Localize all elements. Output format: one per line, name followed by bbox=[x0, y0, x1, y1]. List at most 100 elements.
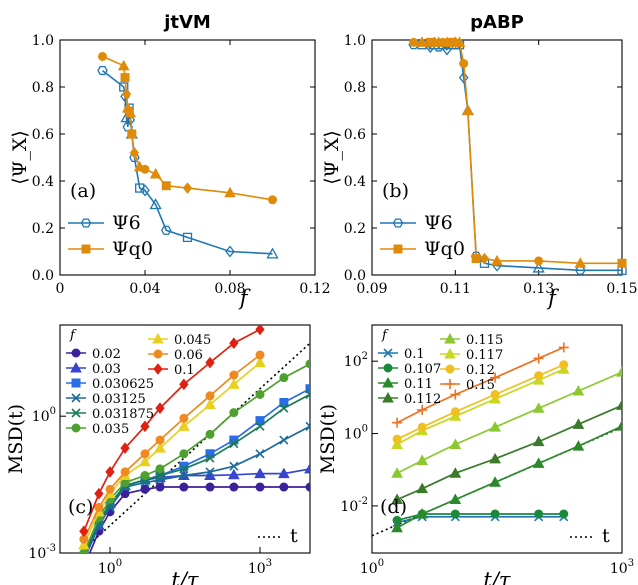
series-f-0.06 bbox=[79, 350, 265, 544]
panel-title: jtVM bbox=[163, 12, 211, 33]
legend-label: 0.11 bbox=[404, 377, 433, 392]
data-point bbox=[391, 438, 403, 449]
data-point bbox=[391, 467, 403, 478]
data-point bbox=[140, 164, 150, 174]
data-point bbox=[179, 482, 189, 492]
data-point bbox=[155, 435, 165, 445]
series-f-0.115 bbox=[391, 366, 622, 478]
data-point bbox=[161, 181, 171, 191]
square-marker-icon bbox=[81, 244, 91, 254]
y-tick-label: 100 bbox=[344, 424, 368, 443]
panel-label: (a) bbox=[70, 180, 96, 202]
data-point bbox=[572, 384, 585, 396]
legend-marker bbox=[152, 332, 164, 344]
legend-marker bbox=[382, 391, 394, 403]
data-point bbox=[78, 538, 90, 550]
data-point bbox=[305, 482, 310, 492]
series-line bbox=[86, 468, 310, 553]
data-point bbox=[459, 59, 469, 68]
series-f-0.112 bbox=[391, 399, 622, 505]
x-tick-label: 103 bbox=[610, 558, 634, 577]
data-point bbox=[304, 462, 310, 474]
data-point bbox=[179, 461, 189, 471]
data-point bbox=[558, 342, 569, 353]
legend-label: 0.03125 bbox=[92, 392, 146, 407]
data-point bbox=[179, 470, 189, 481]
series-line bbox=[83, 328, 261, 532]
y-axis-label: MSD(t) bbox=[317, 404, 339, 474]
data-point bbox=[98, 51, 107, 61]
data-point bbox=[417, 422, 427, 432]
data-point bbox=[139, 455, 151, 467]
data-point bbox=[228, 378, 240, 389]
legend-marker bbox=[445, 379, 455, 389]
y-tick-label: 0.8 bbox=[32, 80, 54, 96]
data-point bbox=[179, 464, 189, 474]
y-tick-label: 0.4 bbox=[344, 174, 366, 190]
data-point bbox=[229, 408, 239, 418]
legend-label: 0.02 bbox=[92, 347, 121, 362]
hexagon-marker-icon bbox=[392, 218, 404, 228]
series-line bbox=[396, 346, 565, 424]
data-point bbox=[125, 113, 136, 126]
series-f-0.11 bbox=[391, 420, 622, 533]
data-point bbox=[449, 467, 462, 478]
legend-label: Ψq0 bbox=[112, 238, 153, 260]
y-tick-label: 10-2 bbox=[340, 496, 368, 515]
legend-marker bbox=[383, 363, 393, 373]
legend-label: 0.112 bbox=[404, 392, 441, 407]
series-f-0.15 bbox=[392, 342, 569, 428]
data-point bbox=[442, 43, 452, 56]
y-axis-label: ⟨Ψ_X⟩ bbox=[321, 130, 343, 185]
data-point bbox=[279, 403, 289, 413]
data-point bbox=[224, 186, 236, 198]
legend-marker bbox=[71, 423, 81, 433]
series-line bbox=[413, 43, 622, 272]
data-point bbox=[533, 353, 544, 364]
data-point bbox=[450, 407, 460, 417]
legend-label: 0.030625 bbox=[92, 377, 154, 392]
data-point bbox=[532, 261, 545, 273]
data-point bbox=[255, 416, 265, 426]
data-point bbox=[228, 468, 240, 480]
data-point bbox=[409, 37, 419, 47]
data-point bbox=[120, 467, 130, 477]
data-point bbox=[616, 366, 622, 377]
x-tick-label: 100 bbox=[98, 558, 122, 577]
panel-d: 100 10310-2100102t/τMSD(t)(d)tf0.10.1070.… bbox=[317, 324, 634, 585]
panel-a: jtVM 0 0.04 0.08 0.12 0.0 0.2 0.4 0.6 0.8 1.0 f ⟨Ψ_X… bbox=[9, 12, 331, 310]
legend-label: 0.1 bbox=[174, 363, 195, 378]
series-line bbox=[396, 404, 622, 501]
data-point bbox=[179, 449, 189, 459]
data-point bbox=[392, 417, 403, 428]
data-point bbox=[279, 397, 289, 407]
y-tick-label: 0.8 bbox=[344, 80, 366, 96]
reference-legend-label: t bbox=[290, 525, 298, 547]
data-point bbox=[279, 435, 289, 445]
data-point bbox=[229, 482, 239, 492]
legend-title: f bbox=[69, 328, 77, 343]
x-tick-label: 0.11 bbox=[440, 281, 471, 297]
data-point bbox=[140, 184, 150, 197]
x-tick-label: 0.15 bbox=[606, 281, 637, 297]
data-point bbox=[616, 420, 622, 431]
data-point bbox=[229, 439, 239, 449]
plot-area bbox=[78, 325, 310, 553]
reference-legend: t bbox=[258, 525, 298, 547]
legend-label: Ψq0 bbox=[424, 238, 465, 260]
data-point bbox=[205, 356, 215, 369]
data-point bbox=[479, 252, 490, 265]
axes-frame-c bbox=[59, 324, 311, 554]
data-point bbox=[491, 254, 503, 266]
data-point bbox=[255, 449, 265, 459]
panel-label: (b) bbox=[382, 180, 409, 202]
panel-b: pABP 0.09 0.11 0.13 0.15 0.0 0.2 0.4 0.6 0.8 1.0 f ⟨… bbox=[321, 12, 638, 310]
y-tick-label: 0.6 bbox=[32, 127, 54, 143]
data-point bbox=[489, 452, 501, 464]
data-point bbox=[391, 493, 403, 505]
data-point bbox=[532, 457, 545, 468]
data-point bbox=[254, 356, 266, 368]
data-point bbox=[416, 454, 429, 466]
